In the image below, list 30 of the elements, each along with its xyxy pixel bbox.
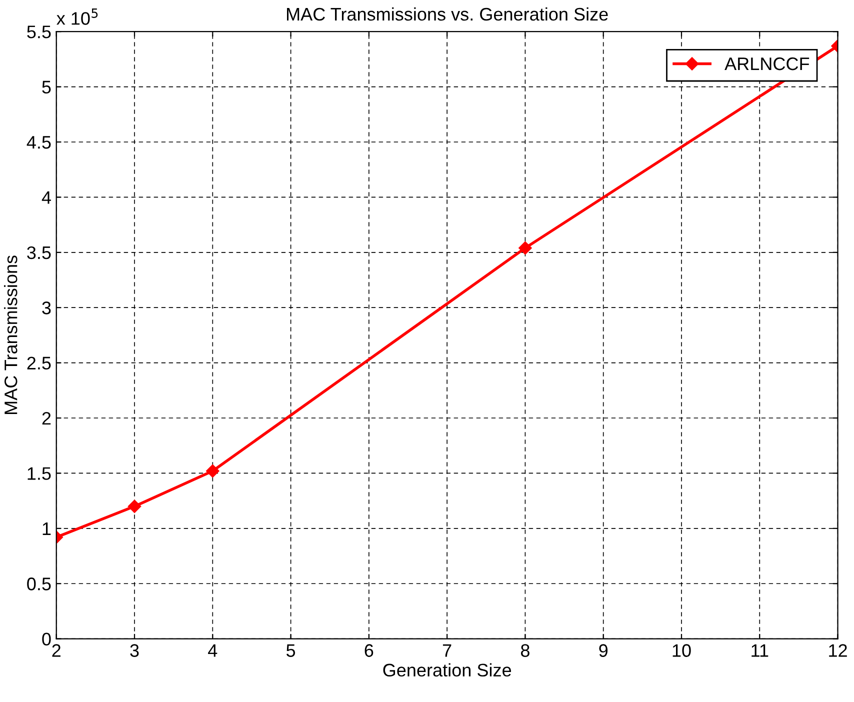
y-tick-label: 3 [42, 302, 51, 314]
x-tick-label: 8 [520, 644, 530, 657]
x-axis-title: Generation Size [383, 663, 512, 677]
y-tick-label: 2 [42, 412, 51, 425]
y-tick-label: 5 [42, 80, 51, 94]
y-tick-label: 0.5 [27, 578, 51, 590]
point [128, 500, 142, 513]
y-tick-label: 5.5 [27, 26, 51, 38]
x-tick-label: 6 [364, 644, 374, 657]
text: x 10$^{5}$ [56, 8, 98, 25]
y-tick-label: 4 [42, 191, 51, 204]
y-tick-label: 4.5 [26, 136, 51, 149]
x-tick-label: 10 [672, 644, 691, 657]
y-tick-label: 3.5 [27, 246, 51, 260]
x-tick-label: 4 [208, 644, 218, 657]
y-axis-title: MAC Transmissions [4, 256, 18, 414]
y-tick-label: 1.5 [28, 467, 51, 480]
chart-title: MAC Transmissions vs. Generation Size [287, 7, 608, 21]
y-tick-label: 1 [42, 522, 51, 535]
x-tick-label: 5 [286, 644, 296, 657]
y-tick-label: 0 [42, 632, 51, 646]
x-tick-label: 11 [752, 644, 768, 657]
point [206, 464, 220, 478]
x-tick-label: 9 [599, 644, 608, 657]
x-tick-label: 7 [442, 644, 452, 657]
legend-label: ARLNCCF [724, 57, 810, 70]
x-tick-label: 3 [130, 644, 139, 657]
x-tick-label: 12 [829, 644, 847, 657]
y-tick-label: 2.5 [27, 356, 51, 370]
x-tick-label: 2 [52, 644, 60, 657]
